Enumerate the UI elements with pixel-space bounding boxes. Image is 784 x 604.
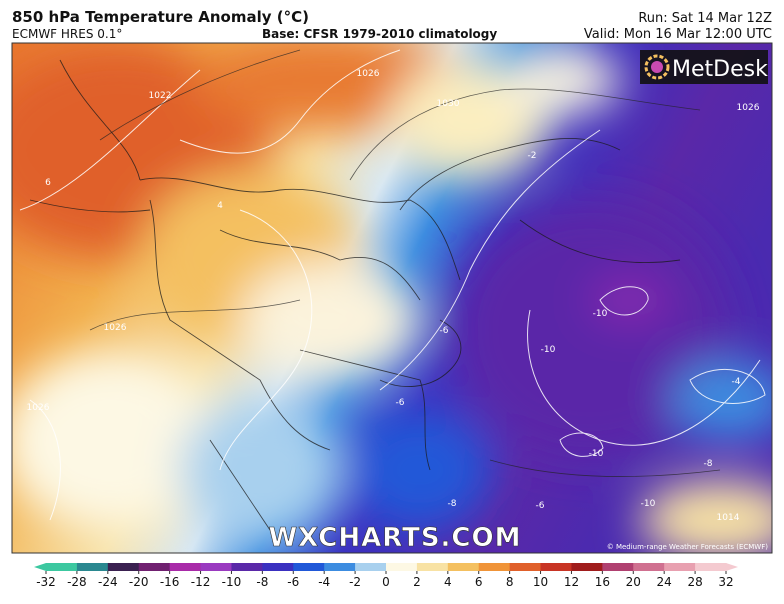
colorbar-tick-label: 0 — [382, 575, 390, 589]
contour-label: -2 — [528, 151, 537, 161]
colorbar-tick-label: -12 — [191, 575, 211, 589]
colorbar-segment — [540, 563, 572, 571]
colorbar-tick-label: 6 — [475, 575, 483, 589]
colorbar-tick-label: 4 — [444, 575, 452, 589]
colorbar-arrow-low — [34, 563, 46, 571]
colorbar-tick-label: -32 — [36, 575, 56, 589]
map-field: 1022 1026 1030 1026 -10 -10 -10 -10 -8 -8 -6 -6 -6 -4… — [12, 43, 772, 553]
colorbar-segment — [602, 563, 634, 571]
colorbar-arrow-high — [726, 563, 738, 571]
colorbar-tick-label: -2 — [349, 575, 361, 589]
contour-label: 1026 — [737, 103, 760, 113]
colorbar-segment — [478, 563, 511, 571]
colorbar-tick-label: 10 — [533, 575, 548, 589]
colorbar-tick-label: 32 — [718, 575, 733, 589]
colorbar-segment — [138, 563, 171, 571]
colorbar-segment — [231, 563, 263, 571]
colorbar-tick-label: -20 — [129, 575, 149, 589]
colorbar-segment — [386, 563, 418, 571]
contour-label: -6 — [440, 326, 449, 336]
contour-label: -10 — [593, 309, 608, 319]
contour-label: 1030 — [437, 99, 460, 109]
colorbar-segment — [262, 563, 294, 571]
colorbar: -32 -28 -24 -20 -16 -12 -10 -8 -6 -4 -2 0 2 4 6 8 10 12 16… — [34, 563, 738, 589]
colorbar-tick-label: -10 — [222, 575, 242, 589]
colorbar-tick-label: -6 — [287, 575, 299, 589]
colorbar-segment — [324, 563, 356, 571]
contour-label: 1026 — [357, 69, 380, 79]
colorbar-tick-label: -24 — [98, 575, 118, 589]
title: 850 hPa Temperature Anomaly (°C) — [12, 8, 309, 26]
colorbar-tick-label: 28 — [687, 575, 702, 589]
valid: Valid: Mon 16 Mar 12:00 UTC — [584, 27, 772, 42]
colorbar-segment — [200, 563, 232, 571]
colorbar-segment — [447, 563, 480, 571]
map-frame — [11, 42, 773, 554]
metdesk-logo: MetDesk — [640, 50, 768, 84]
colorbar-tick-label: -8 — [256, 575, 268, 589]
colorbar-segment — [416, 563, 449, 571]
contour-label: -10 — [541, 345, 556, 355]
credit: © Medium-range Weather Forecasts (ECMWF) — [607, 543, 769, 551]
contour-label: -8 — [448, 499, 457, 509]
colorbar-segment — [695, 563, 727, 571]
colorbar-segment — [46, 563, 78, 571]
colorbar-segment — [633, 563, 665, 571]
colorbar-segment — [509, 563, 542, 571]
contour-label: -8 — [704, 459, 713, 469]
colorbar-tick-label: 24 — [657, 575, 672, 589]
model: ECMWF HRES 0.1° — [12, 27, 122, 41]
contour-label: 6 — [45, 178, 51, 188]
watermark: WXCHARTS.COM — [268, 523, 521, 553]
colorbar-tick-label: 2 — [413, 575, 421, 589]
run: Run: Sat 14 Mar 12Z — [638, 11, 772, 26]
colorbar-tick-label: 16 — [595, 575, 610, 589]
contour-label: 1026 — [104, 323, 127, 333]
contour-label: -4 — [732, 377, 741, 387]
contour-label: -10 — [589, 449, 604, 459]
colorbar-segment — [571, 563, 603, 571]
colorbar-tick-label: 20 — [626, 575, 641, 589]
contour-label: -6 — [396, 398, 405, 408]
contour-label: 4 — [217, 201, 223, 211]
colorbar-segment — [169, 563, 202, 571]
colorbar-segment — [107, 563, 140, 571]
colorbar-tick-label: 12 — [564, 575, 579, 589]
colorbar-tick-label: -16 — [160, 575, 180, 589]
contour-label: 1014 — [717, 513, 740, 523]
borders — [29, 59, 681, 531]
colorbar-segment — [355, 563, 387, 571]
colorbar-segment — [293, 563, 325, 571]
contours — [19, 49, 766, 521]
contour-label: 1026 — [27, 403, 50, 413]
colorbar-tick-label: -4 — [318, 575, 330, 589]
colorbar-tick-label: 8 — [506, 575, 514, 589]
contour-label: -10 — [641, 499, 656, 509]
base: Base: CFSR 1979-2010 climatology — [262, 27, 497, 41]
contour-label: 1022 — [149, 91, 172, 101]
colorbar-segment — [76, 563, 109, 571]
colorbar-tick-label: -28 — [67, 575, 87, 589]
isobars — [89, 49, 721, 477]
colorbar-segment — [664, 563, 696, 571]
contour-label: -6 — [536, 501, 545, 511]
logo-text: MetDesk — [672, 57, 768, 82]
